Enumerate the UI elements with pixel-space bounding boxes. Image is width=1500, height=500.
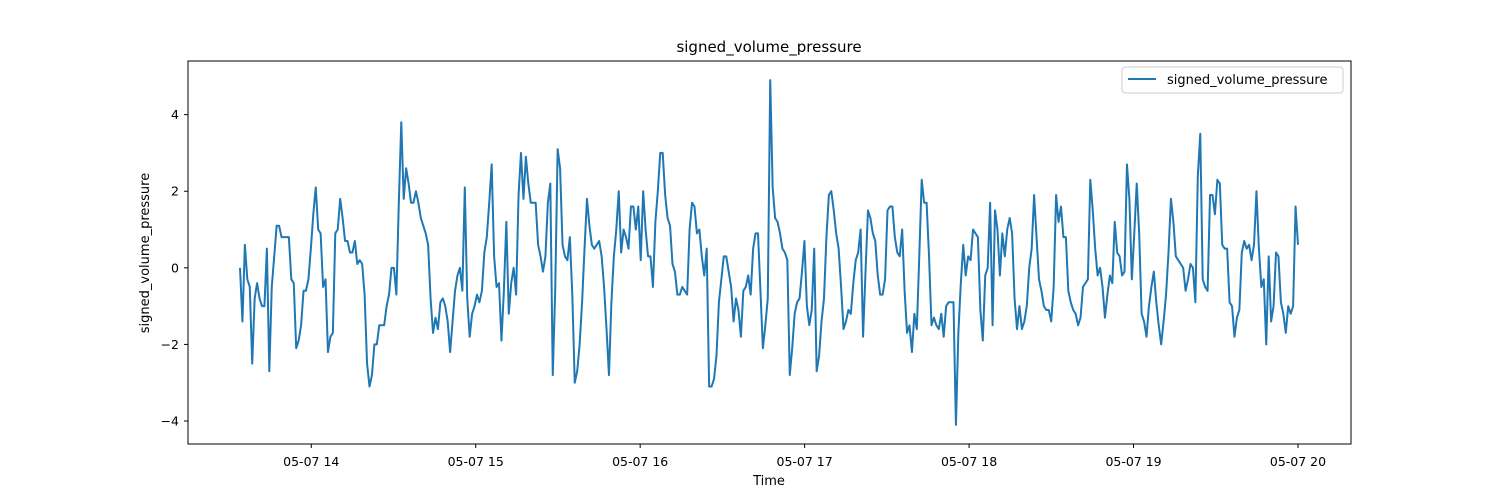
series-group: [239, 79, 1299, 426]
x-tick-label: 05-07 15: [448, 454, 504, 469]
x-axis-label: Time: [752, 474, 785, 489]
x-tick-label: 05-07 19: [1105, 454, 1161, 469]
y-axis-ticks: −4 −2 0 2 4: [161, 107, 188, 429]
y-tick-label: −4: [161, 414, 179, 429]
x-tick-label: 05-07 14: [283, 454, 339, 469]
x-tick-label: 05-07 20: [1270, 454, 1326, 469]
y-tick-label: −2: [161, 337, 179, 352]
y-axis-label: signed_volume_pressure: [138, 173, 153, 333]
x-tick-label: 05-07 16: [612, 454, 668, 469]
x-tick-label: 05-07 17: [777, 454, 833, 469]
legend-label: signed_volume_pressure: [1167, 73, 1327, 88]
y-tick-label: 4: [171, 107, 179, 122]
y-tick-label: 0: [171, 260, 179, 275]
plot-area-frame: [187, 60, 1352, 445]
x-tick-label: 05-07 18: [941, 454, 997, 469]
chart-title: signed_volume_pressure: [676, 38, 861, 57]
series-line: [239, 79, 1299, 426]
legend-box: [1121, 66, 1344, 94]
y-tick-label: 2: [171, 184, 179, 199]
x-axis-ticks: 05-07 14 05-07 15 05-07 16 05-07 17 05-07 18…: [283, 444, 1326, 469]
legend: signed_volume_pressure: [1121, 66, 1344, 94]
